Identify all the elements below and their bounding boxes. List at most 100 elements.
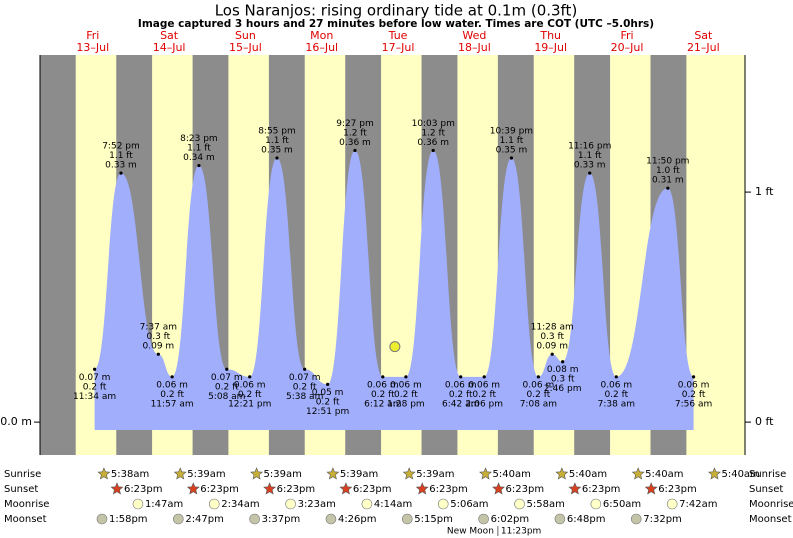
sunrise-icon: [326, 467, 340, 480]
sunrise-icon: [708, 467, 721, 480]
extreme-label: 0.31 m: [652, 176, 684, 186]
extreme-label: 0.3 ft: [551, 375, 575, 385]
row-label: Moonset: [4, 514, 47, 525]
moonrise-icon: [590, 498, 602, 510]
extreme-dot: [197, 163, 201, 168]
date-label: 17–Jul: [382, 41, 415, 54]
extreme-label: 0.2 ft: [238, 390, 262, 400]
extreme-label: 6:42 am: [442, 399, 479, 409]
extreme-dot: [303, 367, 307, 371]
y2-tick-label: 0 ft: [755, 415, 774, 428]
almanac-time: 5:39am: [264, 469, 302, 480]
date-label: 19–Jul: [534, 41, 567, 54]
extreme-label: 0.33 m: [105, 161, 137, 171]
day-label: Fri: [86, 29, 99, 42]
date-label: 16–Jul: [305, 41, 338, 54]
extreme-dot: [248, 375, 252, 379]
extreme-dot: [482, 375, 486, 379]
extreme-label: 0.06 m: [600, 380, 632, 390]
sunset-icon: [110, 482, 124, 495]
almanac-time: 1:58pm: [109, 514, 148, 525]
extreme-dot: [666, 186, 670, 190]
extreme-label: 0.07 m: [79, 373, 111, 383]
almanac-time: 5:58am: [527, 499, 565, 510]
day-label: Thu: [539, 29, 561, 42]
moonset-icon: [249, 513, 260, 525]
almanac-time: 5:40am: [721, 469, 759, 480]
almanac-time: 2:47pm: [185, 514, 224, 525]
extreme-label: 10:03 pm: [412, 119, 455, 129]
extreme-label: 0.05 m: [312, 388, 344, 398]
sunset-icon: [415, 482, 429, 495]
extreme-label: 1.1 ft: [500, 136, 524, 146]
moonset-icon: [96, 513, 108, 525]
almanac-time: 6:02pm: [491, 514, 530, 525]
sunset-icon: [568, 482, 582, 495]
almanac-time: 5:15pm: [414, 514, 453, 525]
extreme-label: 0.06 m: [523, 380, 555, 390]
almanac-time: 6:23pm: [277, 484, 316, 495]
day-label: Mon: [310, 29, 333, 42]
extreme-label: 9:27 pm: [336, 119, 374, 129]
day-label: Sun: [235, 29, 256, 42]
sunrise-icon: [250, 467, 264, 480]
moonrise-icon: [285, 498, 296, 510]
moonset-icon: [173, 513, 184, 525]
sunrise-icon: [631, 467, 645, 480]
extreme-label: 0.35 m: [261, 145, 293, 155]
extreme-label: 10:39 pm: [490, 126, 533, 136]
almanac-time: 1:47am: [145, 499, 183, 510]
almanac-time: 6:23pm: [506, 484, 545, 495]
extreme-dot: [93, 367, 97, 371]
sunrise-icon: [402, 467, 416, 480]
row-label: Moonrise: [4, 499, 49, 510]
row-label: Sunrise: [4, 469, 41, 480]
almanac-time: 5:40am: [493, 469, 531, 480]
date-label: 15–Jul: [229, 41, 262, 54]
extreme-dot: [353, 148, 357, 153]
extreme-label: 1:28 pm: [387, 399, 425, 409]
extreme-label: 1.1 ft: [265, 136, 289, 146]
new-moon-time: 11:23pm: [501, 527, 541, 537]
extreme-label: 2:06 pm: [465, 399, 503, 409]
almanac-time: 4:26pm: [338, 514, 377, 525]
extreme-label: 7:38 am: [598, 399, 635, 409]
extreme-dot: [326, 382, 330, 386]
extreme-label: 0.2 ft: [371, 390, 395, 400]
extreme-label: 0.2 ft: [472, 390, 496, 400]
chart-subtitle: Image captured 3 hours and 27 minutes be…: [138, 18, 654, 30]
moonset-icon: [325, 513, 337, 525]
almanac-time: 6:23pm: [429, 484, 468, 495]
almanac-time: 3:23am: [298, 499, 336, 510]
almanac-time: 6:48pm: [567, 514, 606, 525]
extreme-label: 0.2 ft: [604, 390, 628, 400]
extreme-label: 5:08 am: [208, 392, 245, 402]
moonrise-icon: [208, 498, 220, 510]
row-label: Moonset: [749, 514, 792, 525]
extreme-dot: [225, 367, 229, 371]
almanac-time: 3:37pm: [262, 514, 301, 525]
date-label: 18–Jul: [458, 41, 491, 54]
sunset-icon: [644, 482, 658, 495]
almanac-time: 5:06am: [450, 499, 488, 510]
date-label: 21–Jul: [687, 41, 720, 54]
almanac-time: 7:32pm: [643, 514, 682, 525]
extreme-label: 0.09 m: [536, 342, 568, 352]
row-label: Sunrise: [749, 469, 786, 480]
extreme-label: 0.3 ft: [540, 332, 564, 342]
extreme-label: 0.34 m: [183, 153, 215, 163]
extreme-dot: [588, 171, 592, 175]
extreme-label: 7:52 pm: [102, 142, 140, 152]
sunrise-icon: [555, 467, 569, 480]
moonrise-icon: [666, 498, 678, 510]
extreme-label: 0.08 m: [547, 365, 579, 375]
extreme-label: 0.36 m: [417, 138, 449, 148]
almanac-time: 5:39am: [340, 469, 378, 480]
daylight-band: [686, 55, 745, 455]
almanac-time: 5:39am: [187, 469, 225, 480]
extreme-label: 1.1 ft: [578, 151, 602, 161]
extreme-label: 1.1 ft: [109, 151, 133, 161]
extreme-label: 5:38 am: [286, 392, 323, 402]
extreme-label: 0.2 ft: [316, 397, 340, 407]
